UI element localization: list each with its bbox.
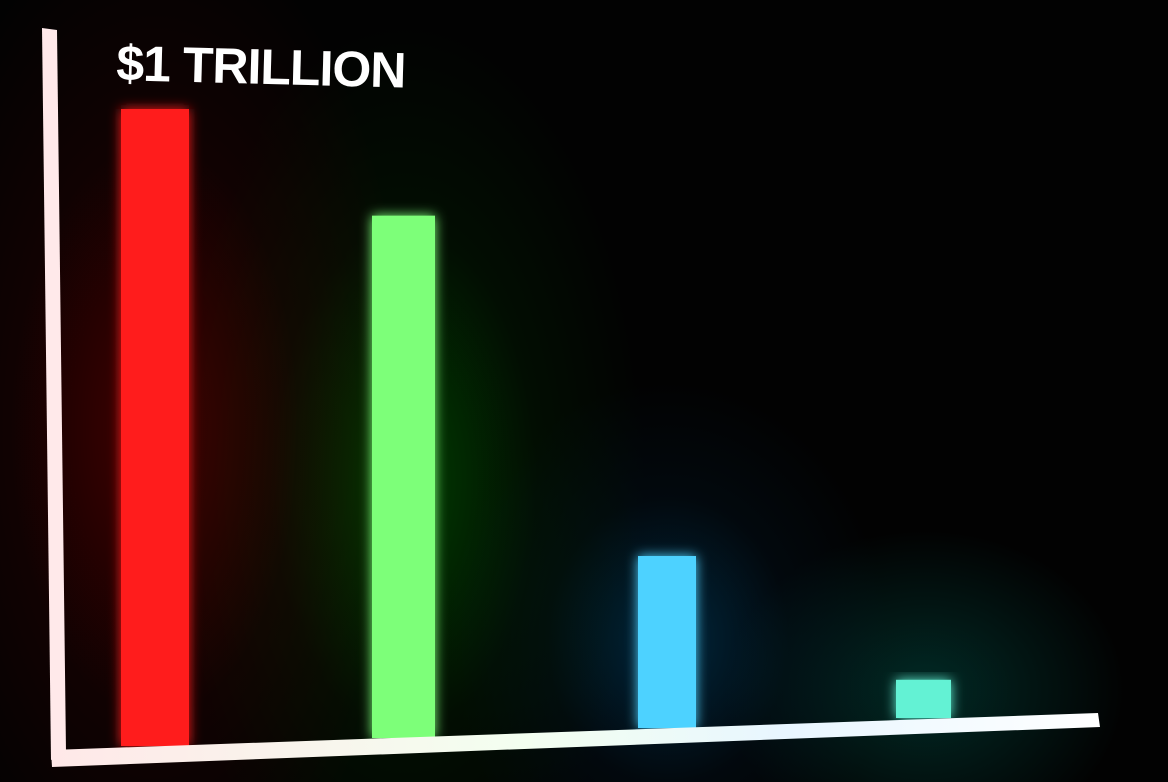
bars-layer (121, 109, 951, 746)
bar-3 (638, 556, 696, 728)
bar-4 (896, 679, 951, 718)
bar-2 (372, 215, 435, 738)
x-axis (51, 713, 1100, 767)
y-axis (42, 28, 66, 760)
chart-title: $1 TRILLION (116, 35, 406, 99)
bar-1 (121, 109, 189, 746)
